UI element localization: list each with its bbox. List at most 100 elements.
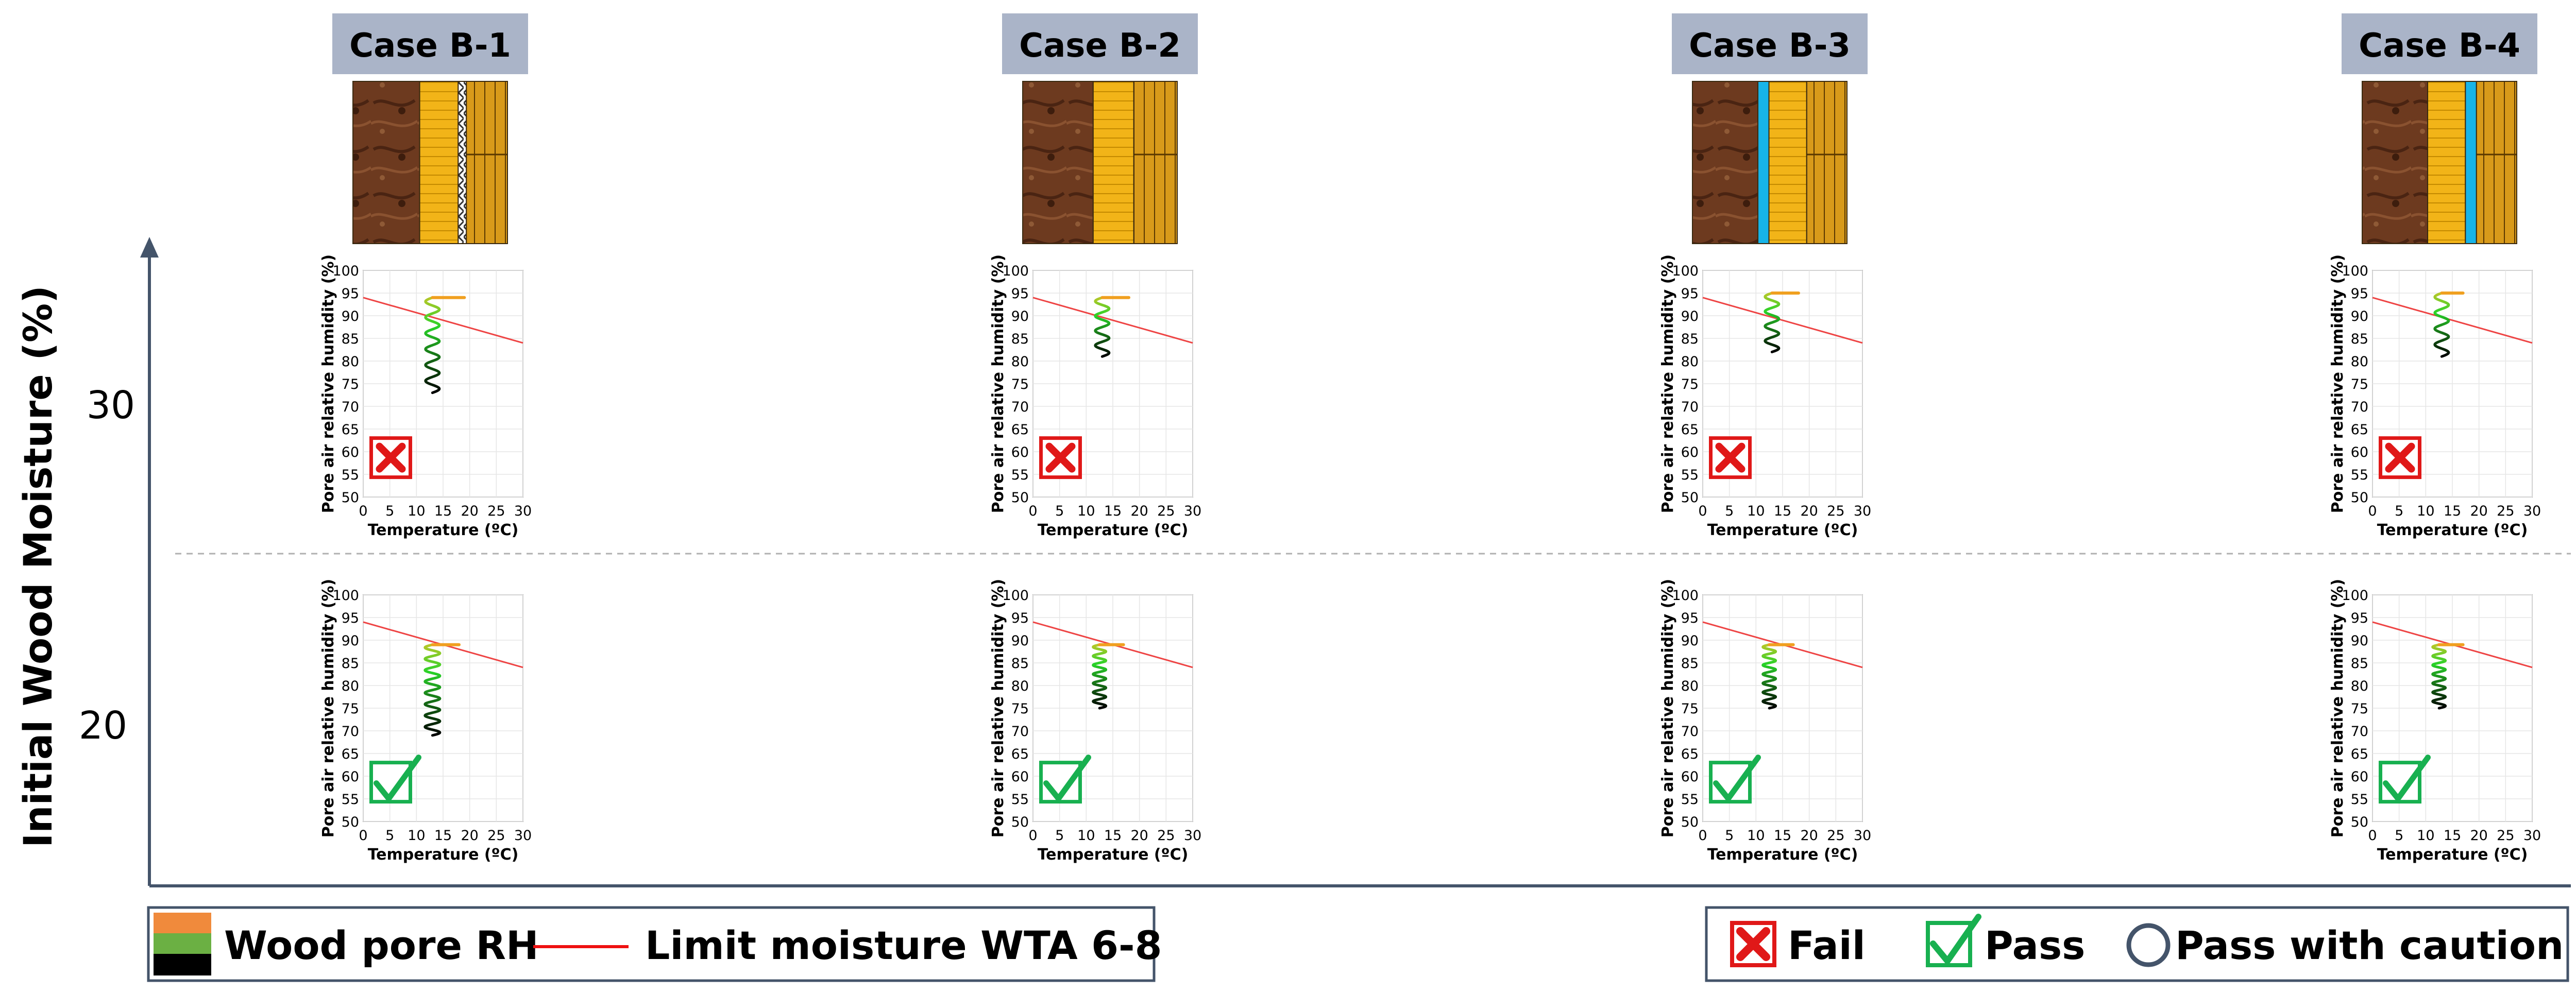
- wall-layer-wood: [2362, 81, 2429, 244]
- y-tick-label: 90: [342, 309, 359, 324]
- y-tick-label: 95: [1681, 286, 1699, 302]
- y-tick-label: 70: [1011, 399, 1029, 415]
- x-tick-label: 15: [1104, 828, 1122, 844]
- wall-diagram: [2362, 81, 2518, 244]
- y-tick-label: 85: [2351, 331, 2368, 347]
- y-tick-label: 85: [1011, 331, 1029, 347]
- x-tick-label: 0: [359, 828, 367, 844]
- y-tick-label: 60: [2351, 444, 2368, 460]
- x-tick-label: 20: [1800, 503, 1818, 519]
- case-header-label: Case B-4: [2359, 27, 2520, 65]
- y-tick-label: 90: [1011, 633, 1029, 649]
- legend-fail-label: Fail: [1788, 922, 1866, 968]
- level-label-30: 30: [87, 383, 135, 427]
- fail-icon: [2379, 436, 2421, 480]
- y-axis-label: Pore air relative humidity (%): [2329, 579, 2347, 837]
- legend-caution-label: Pass with caution: [2175, 922, 2564, 968]
- y-tick-label: 60: [2351, 769, 2368, 785]
- wall-diagram: [1692, 81, 1848, 244]
- y-tick-label: 100: [1002, 588, 1029, 604]
- pass-icon: [369, 755, 421, 804]
- case-4: Case B-4: [2342, 13, 2537, 244]
- x-tick-label: 30: [514, 828, 532, 844]
- y-tick-label: 60: [1681, 769, 1699, 785]
- y-tick-label: 75: [2351, 701, 2368, 717]
- x-tick-label: 5: [1055, 828, 1064, 844]
- panel-r2-c3: 50 55 60 65 70 75 80 85 90 95 100 0 5 10 15 20 25 30 Tempe…: [1659, 579, 1871, 864]
- pass-icon: [2379, 755, 2431, 804]
- x-tick-label: 20: [2470, 828, 2487, 844]
- y-tick-label: 80: [1681, 678, 1699, 694]
- y-tick-label: 55: [1011, 792, 1029, 808]
- case-3: Case B-3: [1672, 13, 1868, 244]
- x-tick-label: 10: [2417, 828, 2434, 844]
- wall-layer-insulation: [2427, 81, 2466, 244]
- y-tick-label: 50: [2351, 490, 2368, 506]
- wall-layer-boards: [2476, 81, 2518, 244]
- y-tick-label: 75: [1681, 376, 1699, 392]
- x-tick-label: 5: [1055, 503, 1064, 519]
- legend-pass-icon: [1926, 914, 1981, 967]
- main-y-axis-arrow: [140, 237, 159, 258]
- x-tick-label: 15: [1774, 828, 1791, 844]
- x-tick-label: 25: [1827, 503, 1844, 519]
- y-tick-label: 100: [332, 263, 359, 279]
- x-tick-label: 10: [1077, 503, 1095, 519]
- y-tick-label: 100: [332, 588, 359, 604]
- y-tick-label: 70: [342, 399, 359, 415]
- y-tick-label: 70: [2351, 724, 2368, 740]
- wall-layer-insulation: [1768, 81, 1807, 244]
- x-tick-label: 10: [1747, 828, 1765, 844]
- fail-icon: [1709, 436, 1752, 480]
- y-tick-label: 65: [1011, 746, 1029, 762]
- wall-layer-membrane: [457, 81, 467, 244]
- x-axis-label: Temperature (ºC): [1038, 521, 1189, 539]
- x-tick-label: 5: [2395, 828, 2403, 844]
- y-tick-label: 50: [1681, 490, 1699, 506]
- y-tick-label: 75: [342, 701, 359, 717]
- y-tick-label: 80: [342, 678, 359, 694]
- x-tick-label: 15: [434, 828, 452, 844]
- rh-trajectory: [1764, 292, 1800, 353]
- legend-pass-label: Pass: [1985, 922, 2085, 968]
- y-tick-label: 55: [1011, 467, 1029, 483]
- case-1: Case B-1: [332, 13, 528, 244]
- y-tick-label: 90: [1681, 309, 1699, 324]
- wall-layer-wood: [1692, 81, 1759, 244]
- x-tick-label: 30: [2523, 503, 2541, 519]
- x-tick-label: 20: [1800, 828, 1818, 844]
- y-tick-label: 60: [342, 444, 359, 460]
- pass-icon: [1709, 755, 1761, 804]
- y-tick-label: 85: [342, 656, 359, 672]
- legend-fail-icon: [1730, 921, 1776, 967]
- legend-caution-icon: [2126, 923, 2171, 967]
- case-header-bg: [332, 13, 528, 74]
- x-axis-label: Temperature (ºC): [2377, 521, 2528, 539]
- x-axis-label: Temperature (ºC): [1707, 846, 1858, 864]
- y-tick-label: 65: [342, 746, 359, 762]
- y-tick-label: 95: [342, 286, 359, 302]
- y-tick-label: 70: [1681, 399, 1699, 415]
- y-tick-label: 100: [2342, 263, 2368, 279]
- y-tick-label: 95: [1681, 610, 1699, 626]
- x-tick-label: 20: [1130, 828, 1148, 844]
- y-axis-label: Pore air relative humidity (%): [319, 254, 337, 513]
- y-tick-label: 80: [1681, 354, 1699, 370]
- wall-diagram: [1022, 81, 1178, 244]
- x-tick-label: 5: [1725, 828, 1734, 844]
- y-tick-label: 80: [1011, 354, 1029, 370]
- y-tick-label: 50: [342, 490, 359, 506]
- case-header-label: Case B-2: [1019, 27, 1181, 65]
- y-tick-label: 85: [1011, 656, 1029, 672]
- x-tick-label: 25: [1157, 828, 1175, 844]
- x-tick-label: 20: [461, 503, 478, 519]
- legend-limit-label: Limit moisture WTA 6-8: [645, 922, 1162, 968]
- case-headers: Case B-1 Case B-2 Case B-3 Case B-4: [332, 13, 2537, 244]
- x-tick-label: 10: [408, 828, 425, 844]
- x-tick-label: 30: [2523, 828, 2541, 844]
- x-tick-label: 15: [1774, 503, 1791, 519]
- case-header-label: Case B-3: [1689, 27, 1851, 65]
- y-tick-label: 85: [2351, 656, 2368, 672]
- wall-diagram: [352, 81, 509, 244]
